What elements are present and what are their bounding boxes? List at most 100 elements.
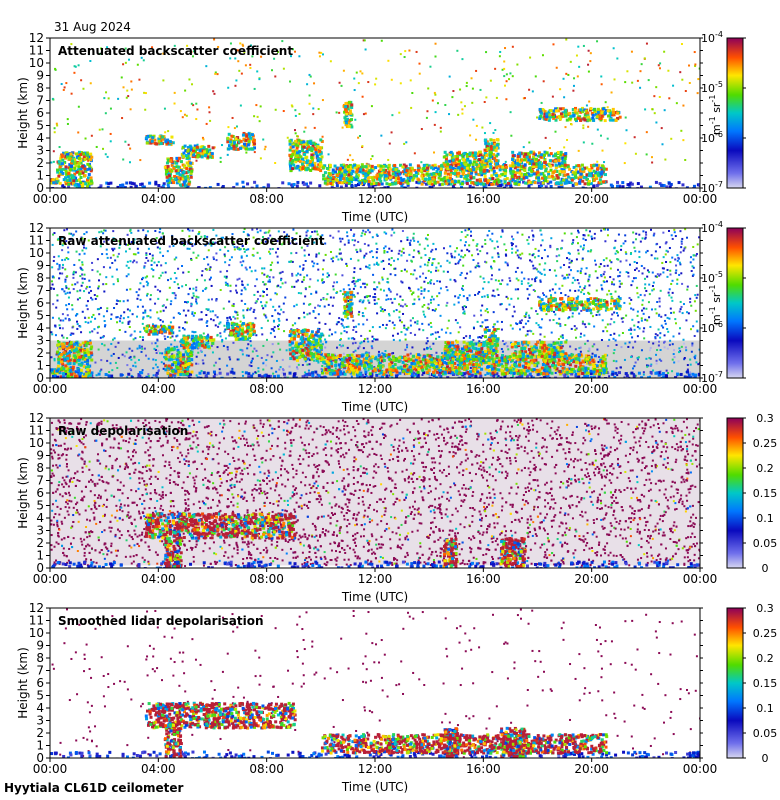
- colorbar: 0 0.05 0.1 0.15 0.2 0.25 0.3: [726, 412, 778, 575]
- y-tick-label: 1: [36, 169, 44, 183]
- y-tick-label: 12: [29, 411, 44, 425]
- y-tick-label: 11: [29, 614, 44, 628]
- y-tick-label: 9: [36, 259, 44, 273]
- y-tick-label: 8: [36, 461, 44, 475]
- colorbar: 0 0.05 0.1 0.15 0.2 0.25 0.3: [726, 602, 778, 765]
- x-tick-label: 08:00: [249, 192, 284, 206]
- x-tick-label: 08:00: [249, 572, 284, 586]
- y-tick-label: 12: [29, 31, 44, 45]
- x-tick-label: 08:00: [249, 762, 284, 776]
- y-tick-label: 10: [29, 436, 44, 450]
- y-tick-label: 5: [36, 309, 44, 323]
- colorbar-tick-label: 0.25: [753, 627, 778, 640]
- y-tick-label: 3: [36, 144, 44, 158]
- x-tick-label: 16:00: [466, 572, 501, 586]
- colorbar-tick-label: 10-5: [701, 80, 723, 95]
- colorbar-bar: [726, 37, 744, 189]
- x-tick-label: 04:00: [141, 382, 176, 396]
- x-tick-label: 16:00: [466, 382, 501, 396]
- colorbar-tick-label: 0.2: [756, 652, 774, 665]
- colorbar-tick-label: 0.3: [756, 602, 774, 615]
- y-tick-label: 2: [36, 156, 44, 170]
- y-tick-label: 2: [36, 346, 44, 360]
- colorbar-bar: [726, 607, 744, 759]
- colorbar-tick-label: 0.1: [756, 702, 774, 715]
- x-tick-label: 08:00: [249, 382, 284, 396]
- heatmap-field: [50, 608, 700, 758]
- y-tick-label: 1: [36, 739, 44, 753]
- y-tick-label: 11: [29, 44, 44, 58]
- y-tick-label: 3: [36, 524, 44, 538]
- panel-title: Smoothed lidar depolarisation: [58, 614, 264, 628]
- y-tick-label: 0: [36, 181, 44, 195]
- y-tick-label: 2: [36, 536, 44, 550]
- y-tick-label: 6: [36, 486, 44, 500]
- x-tick-label: 20:00: [574, 192, 609, 206]
- y-tick-label: 9: [36, 639, 44, 653]
- colorbar-tick-label: 10-4: [701, 220, 723, 235]
- heatmap-field: [50, 38, 700, 188]
- x-tick-label: 20:00: [574, 382, 609, 396]
- x-tick-label: 20:00: [574, 572, 609, 586]
- y-tick-label: 0: [36, 561, 44, 575]
- y-tick-label: 12: [29, 601, 44, 615]
- y-tick-label: 1: [36, 359, 44, 373]
- y-tick-label: 6: [36, 676, 44, 690]
- y-tick-label: 11: [29, 234, 44, 248]
- y-tick-label: 11: [29, 424, 44, 438]
- colorbar: 10-7 10-6 10-5 10-4 m-1 sr-1: [701, 220, 746, 385]
- x-tick-label: 04:00: [141, 762, 176, 776]
- x-axis-label: Time (UTC): [341, 400, 408, 414]
- x-tick-label: 16:00: [466, 762, 501, 776]
- colorbar-tick-label: 0: [762, 752, 769, 765]
- colorbar-unit-label: m-1 sr-1: [708, 285, 723, 325]
- date-label: 31 Aug 2024: [54, 20, 131, 34]
- x-tick-label: 12:00: [358, 192, 393, 206]
- y-tick-label: 10: [29, 56, 44, 70]
- y-tick-label: 0: [36, 751, 44, 765]
- y-tick-label: 9: [36, 449, 44, 463]
- y-tick-label: 7: [36, 284, 44, 298]
- y-tick-label: 7: [36, 474, 44, 488]
- y-axis-label: Height (km): [16, 267, 30, 338]
- y-tick-label: 8: [36, 271, 44, 285]
- x-tick-label: 04:00: [141, 572, 176, 586]
- x-tick-label: 00:00: [683, 572, 718, 586]
- x-tick-label: 00:00: [33, 382, 68, 396]
- plot-area: [50, 608, 700, 758]
- site-label: Hyytiala CL61D ceilometer: [4, 781, 184, 795]
- heatmap-field: [50, 228, 700, 378]
- y-tick-label: 6: [36, 296, 44, 310]
- y-tick-label: 5: [36, 689, 44, 703]
- colorbar-tick-label: 0.2: [756, 462, 774, 475]
- y-tick-label: 2: [36, 726, 44, 740]
- x-tick-label: 12:00: [358, 762, 393, 776]
- colorbar-tick-label: 10-6: [701, 130, 723, 145]
- y-tick-label: 4: [36, 701, 44, 715]
- y-tick-label: 1: [36, 549, 44, 563]
- colorbar-tick-label: 0: [762, 562, 769, 575]
- x-axis-label: Time (UTC): [341, 210, 408, 224]
- y-tick-label: 4: [36, 131, 44, 145]
- colorbar-tick-label: 10-7: [701, 370, 723, 385]
- x-tick-label: 00:00: [683, 762, 718, 776]
- panel-title: Raw depolarisation: [58, 424, 188, 438]
- colorbar-tick-label: 10-6: [701, 320, 723, 335]
- colorbar: 10-7 10-6 10-5 10-4 m-1 sr-1: [701, 30, 746, 195]
- y-tick-label: 7: [36, 664, 44, 678]
- colorbar-tick-label: 0.25: [753, 437, 778, 450]
- colorbar-tick-label: 0.05: [753, 537, 778, 550]
- y-tick-label: 9: [36, 69, 44, 83]
- x-tick-label: 12:00: [358, 572, 393, 586]
- x-tick-label: 00:00: [33, 762, 68, 776]
- colorbar-tick-label: 0.05: [753, 727, 778, 740]
- y-tick-label: 3: [36, 714, 44, 728]
- x-tick-label: 20:00: [574, 762, 609, 776]
- x-tick-label: 12:00: [358, 382, 393, 396]
- colorbar-unit-label: m-1 sr-1: [708, 95, 723, 135]
- x-tick-label: 00:00: [683, 192, 718, 206]
- colorbar-tick-label: 0.3: [756, 412, 774, 425]
